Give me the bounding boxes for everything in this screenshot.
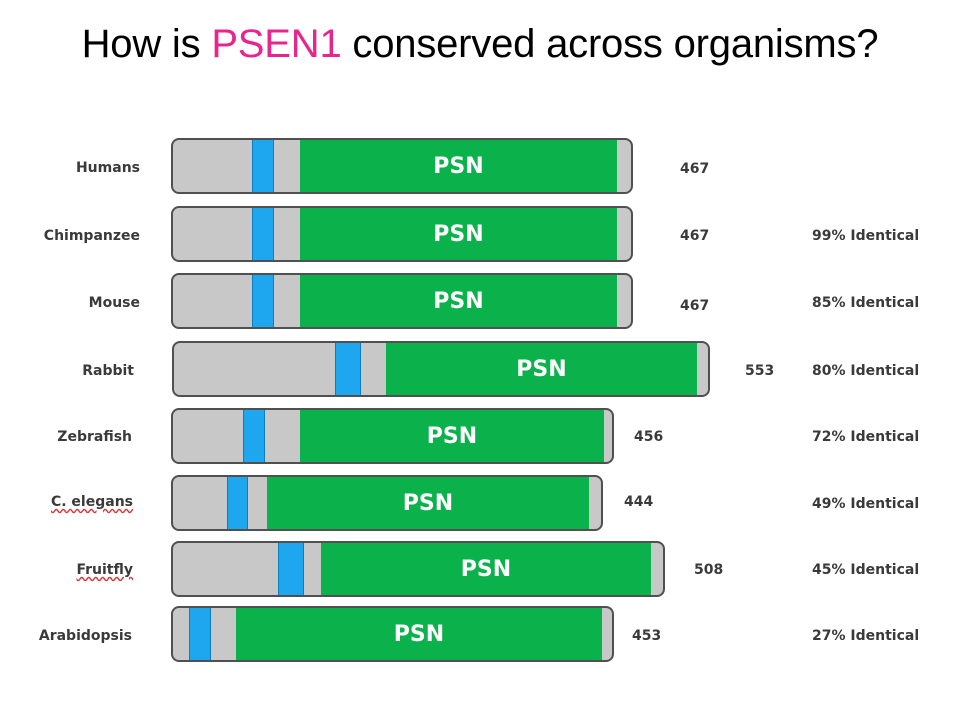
- transmembrane-segment: [252, 208, 274, 260]
- psn-domain: PSN: [300, 410, 604, 462]
- identity-label: 45% Identical: [812, 562, 920, 578]
- organism-label: Fruitfly: [0, 562, 133, 578]
- transmembrane-segment: [252, 140, 274, 192]
- organism-label: Mouse: [88, 295, 140, 311]
- page-title: How is PSEN1 conserved across organisms?: [0, 22, 960, 67]
- protein-bar: PSN: [171, 541, 665, 597]
- transmembrane-segment: [189, 608, 211, 660]
- protein-bar: PSN: [171, 475, 603, 531]
- identity-label: 72% Identical: [812, 429, 920, 445]
- psn-domain-label: PSN: [402, 490, 454, 516]
- title-highlight: PSEN1: [211, 22, 342, 66]
- identity-label: 99% Identical: [812, 228, 920, 244]
- organism-label: C. elegans: [0, 494, 133, 510]
- psn-domain-label: PSN: [426, 423, 478, 449]
- transmembrane-segment: [335, 343, 361, 395]
- title-suffix: conserved across organisms?: [341, 22, 879, 66]
- psn-domain-label: PSN: [460, 556, 512, 582]
- organism-label: Rabbit: [82, 363, 134, 379]
- psn-domain: PSN: [300, 208, 617, 260]
- psn-domain: PSN: [300, 140, 617, 192]
- organism-label-text: Fruitfly: [76, 562, 133, 578]
- length-label: 467: [680, 228, 710, 244]
- organism-label: Chimpanzee: [43, 228, 140, 244]
- title-prefix: How is: [81, 22, 212, 66]
- psn-domain: PSN: [267, 477, 589, 529]
- transmembrane-segment: [278, 543, 304, 595]
- transmembrane-segment: [227, 477, 248, 529]
- organism-label-text: C. elegans: [50, 494, 133, 510]
- length-label: 444: [624, 494, 654, 510]
- psn-domain-label: PSN: [433, 153, 484, 179]
- organism-label: Humans: [75, 160, 140, 176]
- psn-domain: PSN: [386, 343, 697, 395]
- organism-label: Zebrafish: [57, 429, 132, 445]
- transmembrane-segment: [243, 410, 265, 462]
- psn-domain: PSN: [300, 275, 617, 327]
- psn-domain: PSN: [321, 543, 651, 595]
- transmembrane-segment: [252, 275, 274, 327]
- protein-bar: PSN: [171, 206, 633, 262]
- psn-domain: PSN: [236, 608, 602, 660]
- length-label: 456: [634, 429, 664, 445]
- psn-domain-label: PSN: [393, 621, 445, 647]
- identity-label: 80% Identical: [812, 363, 920, 379]
- protein-bar: PSN: [172, 341, 710, 397]
- psn-domain-label: PSN: [516, 356, 567, 382]
- length-label: 508: [694, 562, 724, 578]
- length-label: 453: [632, 628, 662, 644]
- length-label: 467: [680, 298, 710, 314]
- identity-label: 27% Identical: [812, 628, 920, 644]
- psn-domain-label: PSN: [433, 288, 484, 314]
- length-label: 467: [680, 161, 710, 177]
- protein-bar: PSN: [171, 606, 614, 662]
- protein-bar: PSN: [171, 273, 633, 329]
- protein-bar: PSN: [171, 138, 633, 194]
- identity-label: 49% Identical: [812, 496, 920, 512]
- length-label: 553: [745, 363, 775, 379]
- organism-label: Arabidopsis: [38, 628, 132, 644]
- protein-bar: PSN: [171, 408, 614, 464]
- identity-label: 85% Identical: [812, 295, 920, 311]
- psn-domain-label: PSN: [433, 221, 484, 247]
